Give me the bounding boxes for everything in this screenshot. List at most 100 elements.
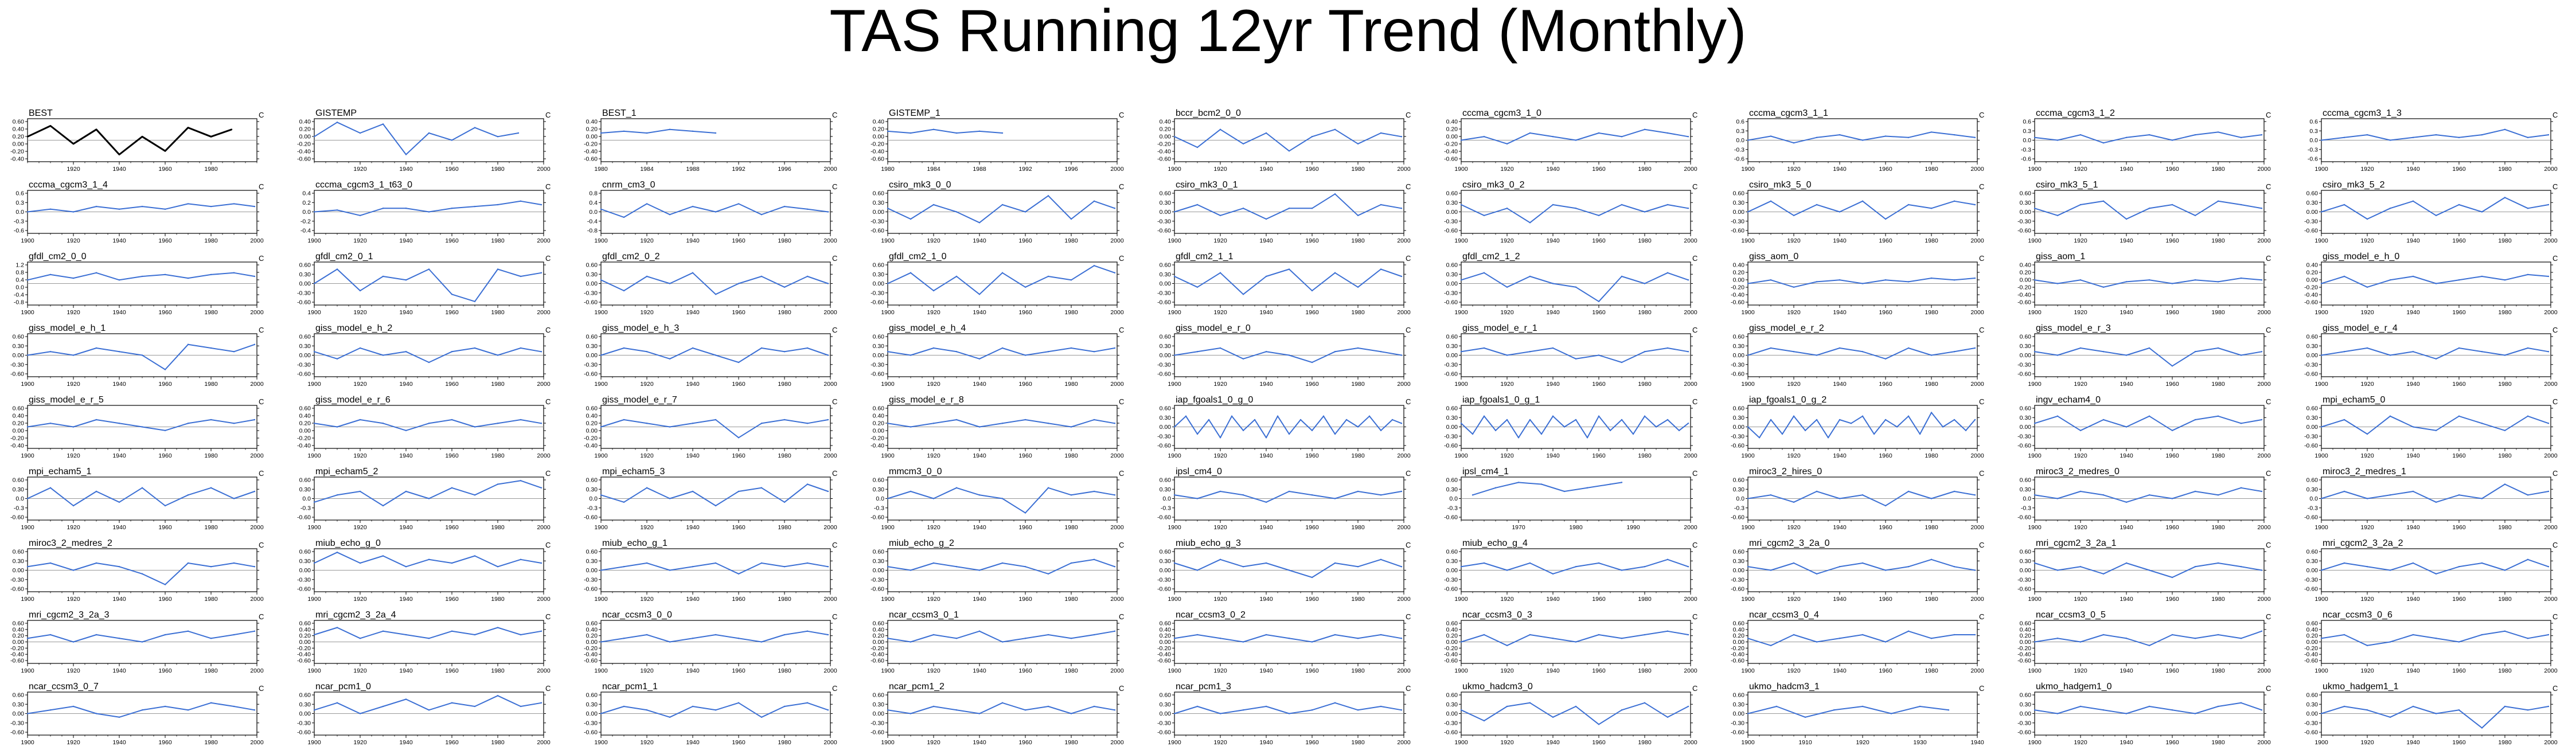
panel-title: ncar_pcm1_1 [602, 682, 658, 692]
data-point [737, 638, 740, 639]
data-point [474, 494, 476, 496]
data-point [72, 354, 75, 356]
x-tick-label: 1940 [973, 596, 986, 603]
x-tick-label: 1940 [973, 381, 986, 388]
units-label: C [1692, 111, 1697, 119]
units-label: C [259, 469, 264, 478]
data-point [2125, 501, 2128, 503]
y-tick-label: 0.40 [2306, 626, 2319, 633]
data-point [783, 351, 786, 353]
y-tick-label: 0.20 [2306, 632, 2319, 639]
y-tick-label: -0.3 [1734, 505, 1744, 511]
data-point [692, 423, 694, 424]
x-tick-label: 1980 [1351, 452, 1365, 459]
data-point [827, 211, 829, 213]
y-tick-label: -0.20 [1157, 645, 1171, 652]
y-tick-label: 0.00 [1160, 567, 1172, 574]
x-tick-label: 2000 [2544, 309, 2558, 316]
x-tick-label: 1900 [881, 524, 895, 531]
data-point [910, 272, 912, 274]
x-tick-label: 1980 [1064, 381, 1078, 388]
x-tick-label: 1980 [1638, 667, 1652, 674]
x-tick-label: 1900 [1454, 667, 1468, 674]
data-point [2217, 131, 2219, 133]
x-tick-label: 1920 [2360, 452, 2374, 459]
x-tick-label: 1960 [158, 381, 172, 388]
x-tick-label: 1940 [2406, 381, 2420, 388]
x-tick-label: 1960 [445, 452, 459, 459]
data-point [2056, 638, 2059, 639]
y-tick-label: -0.30 [1444, 361, 1458, 368]
y-tick-label: -0.30 [1444, 290, 1458, 296]
x-tick-label: 1980 [204, 452, 218, 459]
data-point [955, 487, 958, 489]
panel: ncar_ccsm3_0_3 C0.600.400.200.00-0.20-0.4… [1444, 610, 1697, 674]
data-point [428, 423, 430, 424]
data-point [1974, 347, 1976, 349]
y-tick-label: 0.60 [2020, 405, 2032, 412]
x-tick-label: 1920 [2360, 381, 2374, 388]
data-point [1380, 351, 1382, 353]
x-tick-label: 1960 [2165, 237, 2179, 244]
data-point [1930, 277, 1933, 279]
data-point [1884, 505, 1887, 507]
panel: giss_model_e_r_2 C0.600.300.00-0.30-0.601… [1731, 323, 1984, 388]
y-tick-label: -0.3 [2021, 505, 2031, 511]
data-point [1974, 494, 1976, 496]
data-point [26, 211, 29, 213]
x-tick-label: 1940 [2406, 166, 2420, 173]
data-point [2412, 136, 2414, 139]
x-tick-label: 1900 [2028, 237, 2042, 244]
data-point [1114, 494, 1116, 496]
y-tick-label: -0.60 [1444, 514, 1458, 521]
data-point [600, 354, 602, 356]
x-tick-label: 1940 [399, 667, 413, 674]
y-tick-label: -0.60 [1157, 156, 1171, 163]
x-tick-label: 2000 [1970, 237, 1984, 244]
x-tick-label: 1980 [1351, 237, 1365, 244]
data-point [1483, 415, 1485, 417]
y-tick-label: 0.60 [1446, 620, 1458, 627]
data-point [1644, 128, 1646, 130]
data-point [253, 419, 256, 421]
data-point [72, 277, 75, 279]
series-line [1461, 204, 1689, 224]
series-line [27, 203, 255, 213]
data-point [141, 709, 143, 711]
x-tick-label: 1970 [1512, 524, 1525, 531]
x-tick-label: 1960 [1018, 237, 1032, 244]
data-point [233, 272, 235, 274]
y-tick-label: 0.30 [2020, 343, 2032, 350]
x-tick-label: 1900 [881, 237, 895, 244]
x-tick-label: 1920 [353, 524, 367, 531]
series-line [27, 419, 255, 431]
y-tick-label: 0.40 [1446, 119, 1458, 126]
series-line [27, 343, 255, 370]
y-tick-label: 0.30 [873, 271, 885, 278]
y-tick-label: 0.60 [299, 549, 311, 556]
data-point [1873, 433, 1875, 435]
panel-title: miub_echo_g_2 [889, 538, 954, 548]
units-label: C [2266, 541, 2271, 549]
data-point [428, 361, 430, 364]
data-point [1666, 132, 1669, 134]
data-point [783, 566, 786, 568]
y-tick-label: 0.30 [586, 701, 598, 708]
x-tick-label: 1900 [1168, 596, 1181, 603]
y-tick-label: 0.20 [873, 632, 885, 639]
panel-title: GISTEMP [315, 108, 357, 118]
data-point [405, 351, 407, 353]
data-point [2102, 634, 2105, 636]
data-point [451, 562, 453, 564]
data-point [2389, 494, 2391, 496]
data-point [2458, 566, 2460, 568]
y-tick-label: 0.00 [1733, 277, 1745, 284]
data-point [26, 136, 29, 138]
data-point [1552, 573, 1554, 575]
data-point [1552, 283, 1554, 284]
data-point [1747, 498, 1749, 499]
data-point [1219, 638, 1221, 639]
x-tick-label: 1960 [2165, 452, 2179, 459]
y-tick-label: 0.00 [13, 639, 25, 646]
data-point [336, 627, 338, 628]
